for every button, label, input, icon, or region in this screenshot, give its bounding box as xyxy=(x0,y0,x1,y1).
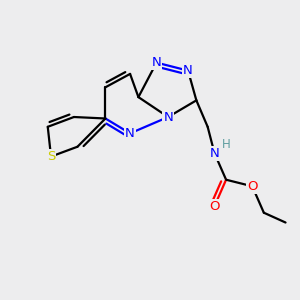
Text: H: H xyxy=(221,138,230,151)
Text: N: N xyxy=(163,110,173,124)
Text: O: O xyxy=(247,180,257,193)
Text: N: N xyxy=(152,56,161,69)
Text: O: O xyxy=(209,200,220,213)
Text: N: N xyxy=(125,127,135,140)
Text: N: N xyxy=(210,147,219,160)
Text: N: N xyxy=(183,64,193,77)
Text: S: S xyxy=(47,150,55,163)
